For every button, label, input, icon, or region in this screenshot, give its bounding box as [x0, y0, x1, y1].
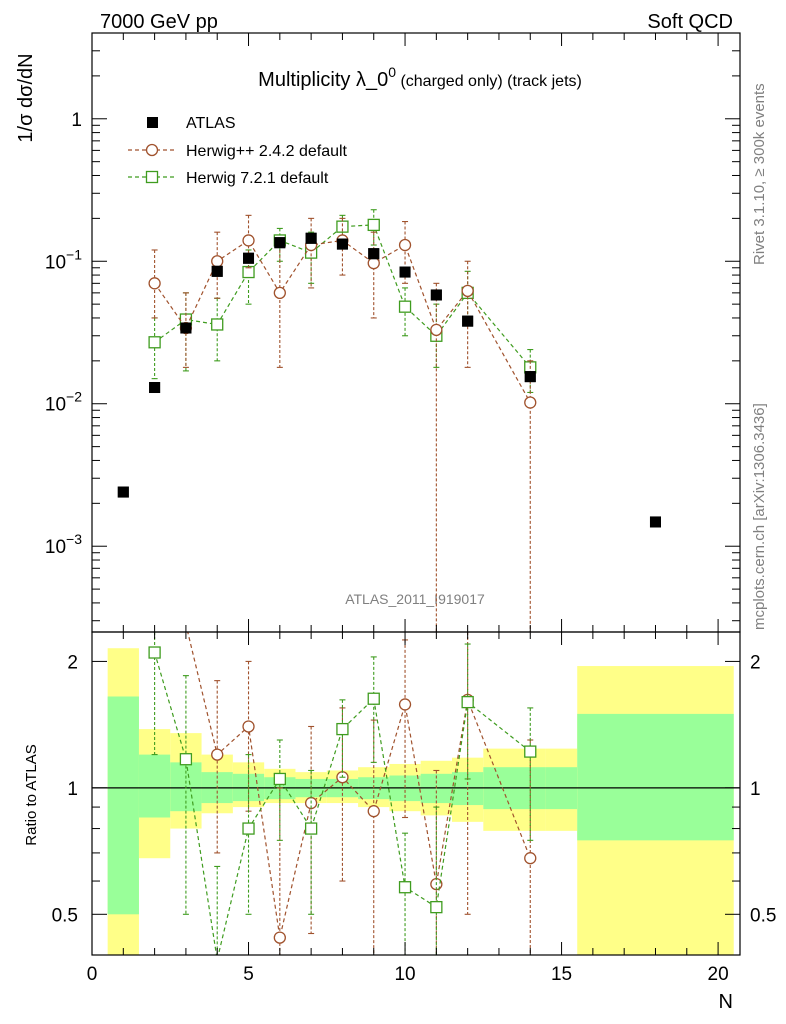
atlas-point	[462, 315, 474, 327]
analysis-watermark: ATLAS_2011_I919017	[345, 591, 485, 607]
plot-title: Multiplicity λ_00 (charged only) (track …	[258, 64, 582, 91]
plot-title-note: (charged only) (track jets)	[396, 73, 582, 90]
plot-title-sup: 0	[388, 64, 396, 80]
herwig7-point	[304, 822, 318, 835]
legend: ATLAS Herwig++ 2.4.2 default Herwig 7.2.…	[128, 115, 348, 187]
herwigpp-point	[242, 720, 255, 733]
ratio-y-tick-label-right: 2	[750, 652, 761, 673]
atlas-point	[399, 266, 411, 278]
herwig7-point	[367, 218, 380, 232]
atlas-point	[649, 516, 661, 528]
atlas-point	[524, 371, 536, 383]
x-tick-label: 20	[708, 964, 729, 985]
main-ylabel: 1/σ dσ/dN	[15, 53, 37, 142]
y-tick-base: 10	[45, 537, 66, 558]
x-axis-label: N	[719, 991, 733, 1013]
header-right: Soft QCD	[647, 11, 733, 33]
herwig7-point	[148, 646, 161, 659]
y-tick-base: 10	[45, 395, 66, 416]
atlas-point	[180, 322, 192, 334]
herwigpp-point	[398, 238, 412, 252]
y-tick-exponent: −2	[66, 389, 82, 405]
herwigpp-point	[273, 286, 286, 300]
x-tick-label: 15	[551, 964, 572, 985]
herwig7-point	[211, 318, 224, 331]
x-tick-label: 0	[87, 964, 98, 985]
mcplots-label: mcplots.cern.ch [arXiv:1306.3436]	[751, 403, 768, 630]
atlas-point	[149, 382, 161, 394]
rivet-label: Rivet 3.1.10, ≥ 300k events	[751, 83, 768, 265]
legend-herwigpp-label: Herwig++ 2.4.2 default	[186, 143, 348, 160]
x-tick-label: 5	[243, 964, 254, 985]
ratio-y-tick-label: 0.5	[52, 905, 78, 926]
atlas-point	[430, 289, 442, 301]
ratio-y-tick-label-right: 1	[750, 779, 761, 800]
herwig7-point	[179, 753, 193, 766]
herwig7-point	[367, 692, 380, 705]
y-tick-exponent: −1	[66, 246, 82, 262]
ratio-y-tick-label: 1	[67, 779, 78, 800]
herwigpp-point	[367, 256, 380, 270]
herwigpp-point	[242, 234, 255, 247]
herwigpp-point	[430, 323, 443, 337]
legend-herwig7-marker	[145, 170, 159, 184]
header-left: 7000 GeV pp	[100, 11, 218, 33]
legend-atlas-marker	[147, 117, 158, 128]
herwig7-point	[398, 300, 412, 313]
herwigpp-point	[524, 396, 537, 409]
ratio-y-tick-label: 2	[67, 652, 78, 673]
herwig7-point	[148, 336, 161, 349]
x-tick-label: 10	[394, 964, 415, 985]
y-tick-base: 10	[45, 252, 66, 273]
ratio-y-tick-label-right: 0.5	[750, 905, 776, 926]
herwigpp-point	[148, 277, 161, 290]
herwig7-line	[154, 652, 531, 955]
y-tick-label: 10−3	[45, 531, 82, 558]
herwig7-point	[273, 772, 286, 786]
y-tick-label: 10−2	[45, 389, 82, 416]
herwig7-point	[242, 822, 255, 835]
herwigpp-point	[211, 748, 224, 761]
main-plot	[117, 209, 661, 632]
herwig7-point	[430, 900, 443, 914]
herwigpp-point	[461, 284, 474, 297]
plot-title-main: Multiplicity λ_0	[258, 69, 388, 91]
herwigpp-point	[211, 255, 224, 268]
ratio-plot	[148, 632, 537, 955]
ratio-band-inner	[577, 713, 734, 841]
atlas-point	[305, 232, 317, 244]
atlas-point	[117, 486, 129, 498]
herwigpp-point	[273, 931, 286, 944]
herwig7-point	[398, 881, 412, 894]
atlas-point	[243, 252, 255, 264]
herwigpp-point	[367, 805, 380, 818]
ratio-band-inner	[138, 754, 171, 818]
atlas-point	[336, 238, 348, 250]
herwigpp-point	[524, 852, 537, 865]
legend-herwig7-label: Herwig 7.2.1 default	[186, 170, 329, 187]
atlas-point	[368, 248, 380, 260]
herwig7-point	[336, 722, 349, 736]
herwigpp-point	[398, 698, 412, 711]
legend-herwigpp-marker	[145, 143, 159, 157]
atlas-point	[211, 265, 223, 277]
herwig7-point	[524, 745, 537, 758]
ratio-ylabel: Ratio to ATLAS	[23, 744, 40, 845]
legend-atlas-label: ATLAS	[186, 115, 236, 132]
y-tick-exponent: −3	[66, 531, 82, 547]
y-tick-label: 10−1	[45, 246, 82, 273]
y-tick-label: 1	[71, 110, 82, 131]
herwig7-point	[461, 695, 474, 709]
atlas-point	[274, 237, 286, 249]
ratio-frame	[91, 631, 741, 956]
ratio-band-inner	[107, 696, 139, 915]
